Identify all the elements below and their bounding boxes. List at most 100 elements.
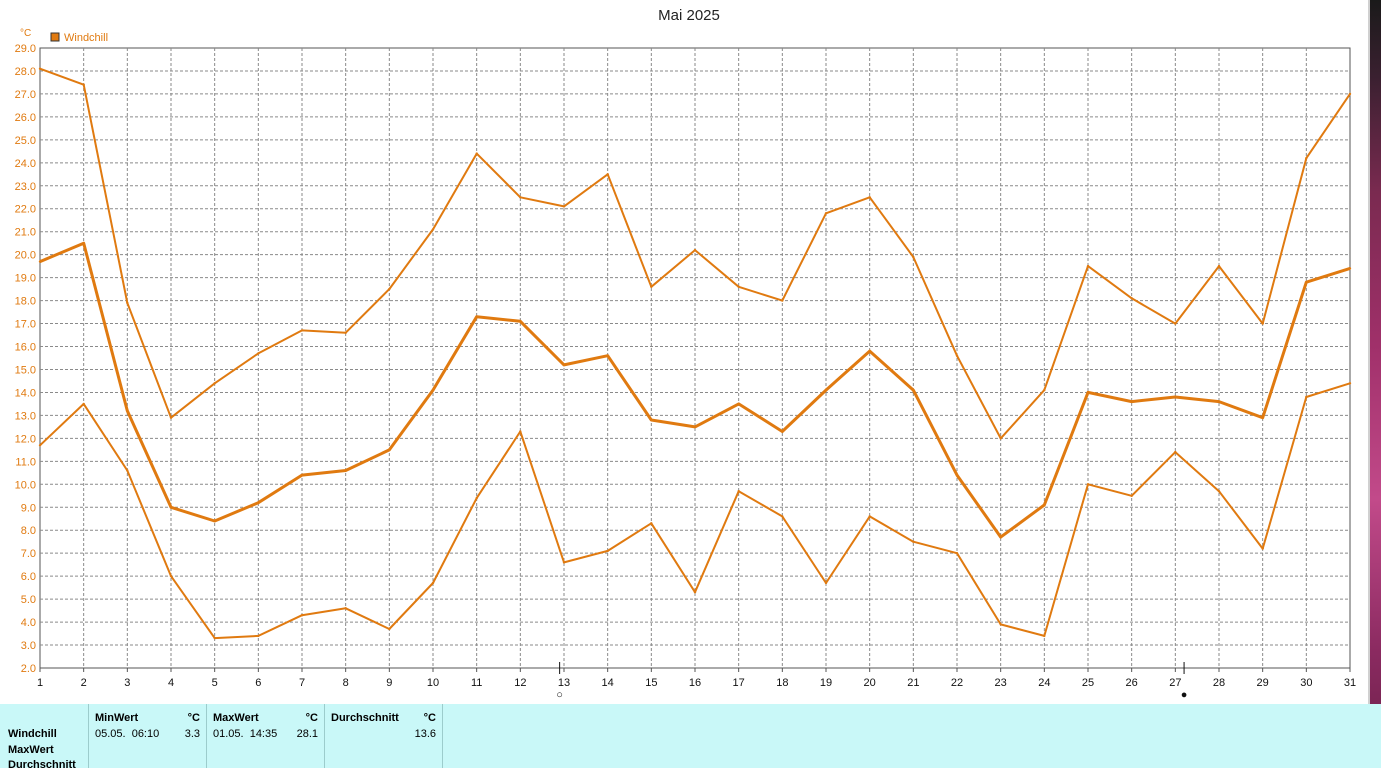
y-tick-label: 21.0	[15, 227, 36, 239]
data-point	[169, 416, 173, 419]
data-point	[1305, 281, 1308, 284]
data-point	[126, 301, 129, 305]
x-tick-label: 17	[733, 677, 745, 689]
desktop-background-strip	[1370, 0, 1381, 768]
y-tick-label: 25.0	[15, 135, 36, 147]
data-point	[1217, 264, 1221, 268]
x-tick-label: 13	[558, 677, 570, 689]
data-point	[1043, 634, 1046, 638]
stat-header-avg: Durchschnitt	[331, 712, 399, 724]
y-tick-label: 2.0	[21, 663, 36, 675]
x-tick-label: 30	[1300, 677, 1312, 689]
y-tick-label: 23.0	[15, 181, 36, 193]
data-point	[1043, 388, 1046, 392]
data-point	[38, 260, 42, 263]
row-label-windchill: Windchill	[8, 728, 57, 740]
data-point	[126, 469, 129, 472]
stat-header-min: MinWert	[95, 712, 139, 724]
y-tick-label: 22.0	[15, 204, 36, 216]
data-point	[475, 152, 478, 155]
data-point	[606, 549, 609, 553]
data-point	[868, 196, 871, 199]
data-point	[300, 329, 304, 332]
data-point	[257, 634, 260, 638]
data-point	[999, 535, 1002, 539]
data-point	[693, 425, 697, 429]
x-tick-label: 7	[299, 677, 305, 689]
data-point	[781, 430, 784, 433]
data-point	[344, 607, 347, 610]
data-point	[781, 515, 784, 518]
data-point	[693, 248, 697, 252]
x-tick-label: 27	[1169, 677, 1181, 689]
data-point	[213, 519, 216, 523]
stat-date-max: 01.05. 14:35	[213, 728, 278, 740]
data-point	[606, 354, 609, 357]
data-point	[824, 212, 828, 215]
stat-column-min: MinWert °C 05.05. 06:10 3.3	[88, 704, 206, 768]
y-tick-label: 29.0	[15, 43, 36, 55]
data-point	[388, 448, 391, 452]
stat-value-min: 3.3	[184, 728, 200, 740]
x-tick-label: 5	[212, 677, 218, 689]
data-point	[1174, 322, 1177, 325]
x-tick-label: 25	[1082, 677, 1094, 689]
x-tick-label: 9	[386, 677, 392, 689]
x-tick-label: 1	[37, 677, 43, 689]
data-point	[955, 473, 959, 477]
data-point	[1261, 416, 1264, 419]
data-point	[737, 490, 740, 493]
y-tick-label: 5.0	[21, 594, 36, 606]
y-tick-label: 27.0	[15, 89, 36, 101]
stats-table: Windchill MaxWert Durchschnitt MinWert °…	[0, 704, 1381, 771]
x-tick-label: 18	[776, 677, 788, 689]
data-point	[1348, 92, 1352, 96]
y-tick-label: 9.0	[21, 502, 36, 514]
y-tick-label: 3.0	[21, 640, 36, 652]
data-point	[300, 473, 304, 477]
stat-unit-avg: °C	[423, 712, 436, 724]
data-point	[693, 591, 697, 594]
x-tick-label: 20	[864, 677, 876, 689]
data-point	[955, 552, 959, 555]
y-tick-label: 10.0	[15, 479, 36, 491]
y-tick-label: 12.0	[15, 433, 36, 445]
stat-value-avg: 13.6	[414, 728, 436, 740]
data-point	[300, 614, 304, 617]
x-tick-label: 3	[124, 677, 130, 689]
data-point	[1217, 490, 1221, 493]
chart-canvas: Mai 2025 °C Windchill 2.0 3.0 4.0 5.0 6.0 7.0 8.0…	[15, 7, 1357, 701]
data-point	[126, 409, 129, 412]
data-point	[82, 402, 85, 406]
chart-title: Mai 2025	[658, 7, 720, 24]
data-point	[38, 444, 42, 447]
new-moon-icon: ●	[1181, 689, 1188, 701]
x-tick-label: 14	[602, 677, 614, 689]
data-point	[169, 506, 173, 509]
data-point	[1043, 503, 1046, 507]
data-point	[344, 469, 347, 472]
y-unit-label: °C	[20, 28, 31, 39]
data-point	[213, 636, 216, 640]
stat-date-min: 05.05. 06:10	[95, 728, 160, 740]
data-point	[912, 540, 915, 543]
x-tick-label: 22	[951, 677, 963, 689]
data-point	[1174, 450, 1177, 454]
y-tick-label: 13.0	[15, 410, 36, 422]
data-point	[519, 196, 522, 199]
data-point	[650, 285, 653, 288]
y-tick-label: 20.0	[15, 250, 36, 262]
data-point	[1086, 264, 1090, 268]
x-tick-label: 6	[255, 677, 261, 689]
y-tick-label: 26.0	[15, 112, 36, 124]
y-tick-label: 18.0	[15, 296, 36, 308]
data-point	[824, 388, 828, 392]
data-point	[955, 354, 959, 357]
legend-swatch-windchill	[50, 32, 60, 42]
x-tick-label: 15	[645, 677, 657, 689]
data-point	[431, 228, 435, 231]
x-tick-label: 12	[514, 677, 526, 689]
data-point	[38, 67, 42, 70]
y-tick-label: 7.0	[21, 548, 36, 560]
